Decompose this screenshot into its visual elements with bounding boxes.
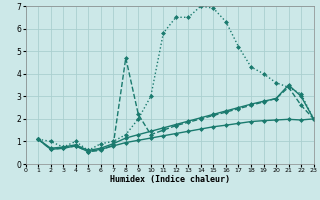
X-axis label: Humidex (Indice chaleur): Humidex (Indice chaleur) — [109, 175, 230, 184]
